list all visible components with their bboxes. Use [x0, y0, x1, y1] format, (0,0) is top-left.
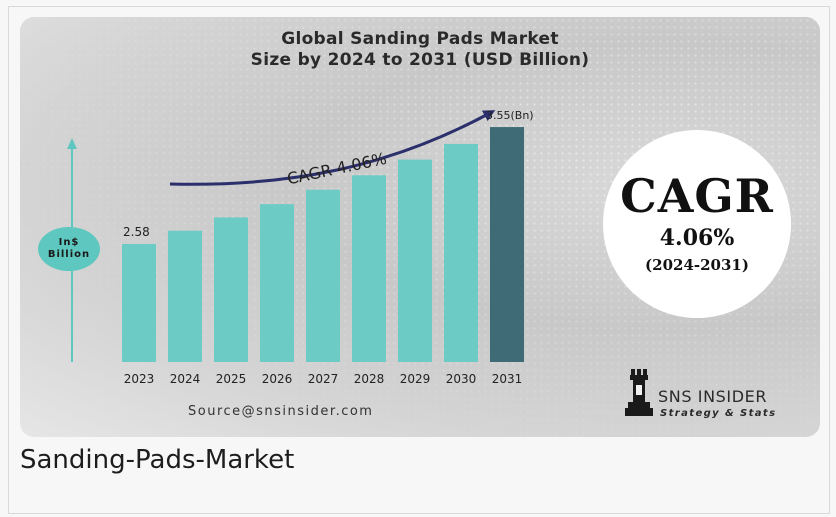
bar-2024 — [168, 231, 202, 362]
x-tick-label: 2031 — [492, 372, 523, 386]
bar-2025 — [214, 217, 248, 362]
chess-rook-icon — [622, 367, 656, 419]
cagr-label: CAGR — [620, 172, 774, 220]
x-tick-label: 2029 — [400, 372, 431, 386]
bar-2030 — [444, 144, 478, 362]
bar-2026 — [260, 204, 294, 362]
brand-name: SNS INSIDER — [658, 387, 767, 406]
x-tick-label: 2023 — [124, 372, 155, 386]
source-credit: Source@snsinsider.com — [188, 404, 448, 419]
bar-2028 — [352, 175, 386, 362]
x-tick-label: 2030 — [446, 372, 477, 386]
unit-badge-line-2: Billion — [48, 249, 90, 261]
unit-badge-line-1: In$ — [59, 237, 80, 249]
x-tick-label: 2026 — [262, 372, 293, 386]
figure-caption: Sanding-Pads-Market — [20, 445, 294, 475]
brand-tagline: Strategy & Stats — [660, 408, 776, 419]
brand-logo: SNS INSIDER Strategy & Stats — [620, 367, 810, 427]
bar-2031 — [490, 127, 524, 362]
x-tick-label: 2028 — [354, 372, 385, 386]
bar-series: 2023 2.58 2024 2025 2026 2027 2028 2029 2030 2031… — [122, 109, 534, 386]
unit-badge: In$ Billion — [38, 227, 100, 271]
bar-2029 — [398, 160, 432, 362]
x-tick-label: 2027 — [308, 372, 339, 386]
data-label: 2.58 — [123, 225, 150, 239]
bar-2027 — [306, 190, 340, 362]
cagr-circle: CAGR 4.06% (2024-2031) — [603, 130, 791, 318]
cagr-rate: 4.06% — [660, 224, 735, 252]
cagr-period: (2024-2031) — [645, 254, 749, 276]
bar-2023 — [122, 244, 156, 362]
data-label: 3.55(Bn) — [486, 109, 534, 122]
infographic-banner: Global Sanding Pads Market Size by 2024 … — [20, 17, 820, 437]
x-tick-label: 2025 — [216, 372, 247, 386]
x-tick-label: 2024 — [170, 372, 201, 386]
